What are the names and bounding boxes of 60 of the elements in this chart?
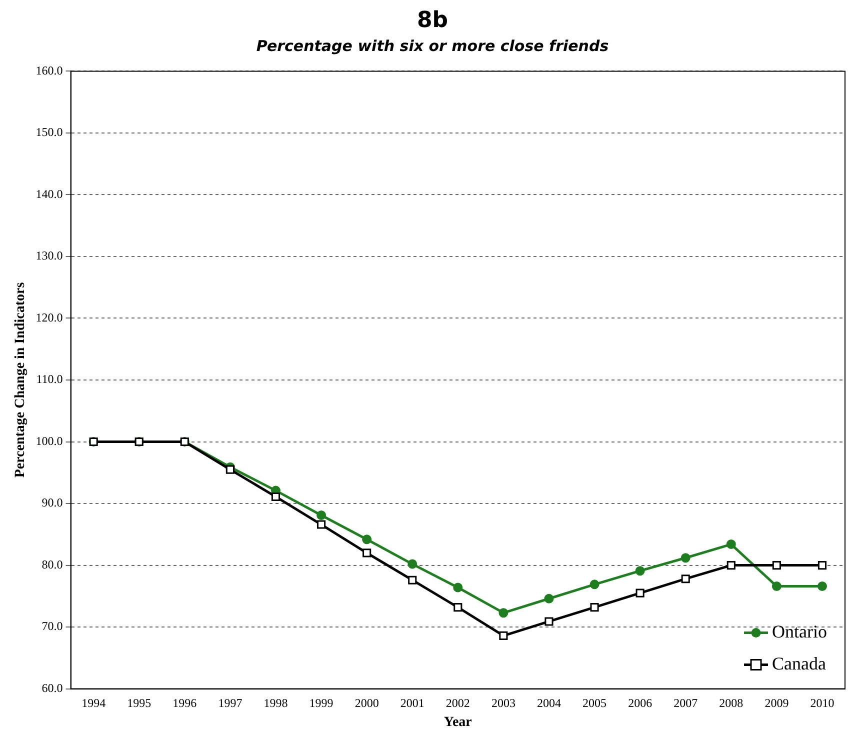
point [772,560,781,570]
x-tick-label: 2005 [582,696,607,710]
x-tick-label: 2003 [491,696,516,710]
point [316,520,326,529]
point [226,465,234,474]
point [590,602,599,612]
x-tick-label: 2006 [628,696,652,710]
point [635,566,645,576]
point [408,576,417,584]
x-tick-label: 1994 [82,696,106,710]
y-tick-label: 70.0 [42,619,63,634]
chart-subtitle: Percentage with six or more close friends [255,37,610,55]
x-tick-label: 2000 [354,696,379,710]
point [817,582,827,592]
legend-label: Canada [772,654,826,674]
x-tick-label: 2008 [719,696,744,710]
point [454,602,462,612]
point [680,553,690,563]
legend-label: Ontario [772,622,827,642]
x-tick-label: 2009 [764,696,789,710]
x-tick-label: 1995 [127,696,152,710]
point [362,534,372,544]
point [498,608,508,618]
y-tick-label: 110.0 [36,372,63,386]
point [590,580,600,590]
point [544,617,554,626]
x-tick-label: 2010 [810,696,834,710]
point [408,559,418,569]
x-tick-label: 1999 [309,696,334,710]
x-tick-label: 1997 [218,696,242,710]
x-tick-label: 2002 [446,696,470,710]
point [544,594,554,604]
y-tick-label: 100.0 [36,434,63,448]
y-tick-label: 60.0 [42,680,63,695]
point [453,582,463,592]
x-tick-label: 2007 [674,696,698,710]
x-tick-label: 2001 [400,696,424,710]
point [726,560,736,570]
point [499,631,508,640]
y-tick-label: 140.0 [36,186,63,201]
y-tick-label: 130.0 [36,248,63,263]
y-axis-title: Percentage Change in Indicators [13,282,28,478]
x-axis-title: Year [444,715,472,730]
y-tick-label: 120.0 [36,310,63,324]
point [636,588,644,598]
chart-title: 8b [416,8,450,33]
point [362,548,372,558]
x-tick-label: 1996 [172,696,197,710]
point [818,560,827,570]
y-tick-label: 160.0 [36,63,63,78]
x-tick-label: 2004 [536,696,561,710]
point [316,510,326,520]
point [726,540,736,550]
x-tick-label: 1998 [264,696,288,710]
y-tick-label: 80.0 [42,557,63,572]
point [772,582,782,592]
point [271,492,280,502]
y-tick-label: 150.0 [36,125,63,140]
y-tick-label: 90.0 [42,496,63,510]
point [681,574,690,584]
